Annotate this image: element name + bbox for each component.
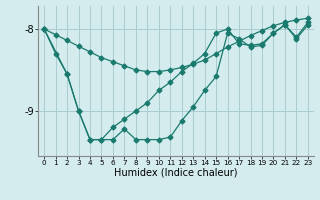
X-axis label: Humidex (Indice chaleur): Humidex (Indice chaleur) <box>114 168 238 178</box>
